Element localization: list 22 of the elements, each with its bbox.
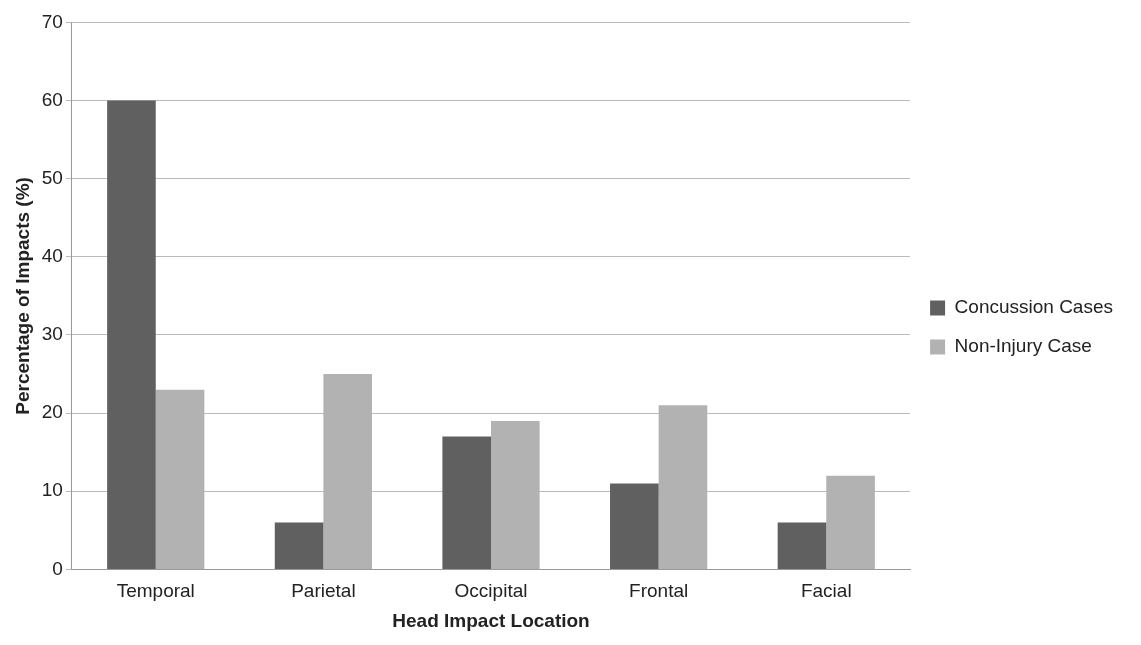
y-tick-label: 20 <box>41 401 63 423</box>
bar <box>777 522 827 569</box>
x-tick-label: Occipital <box>454 580 528 602</box>
x-tick-label: Temporal <box>116 580 195 602</box>
y-tick-label: 10 <box>41 479 63 501</box>
y-tick-label: 30 <box>41 323 63 345</box>
bar <box>442 436 492 569</box>
bar <box>274 522 324 569</box>
legend-label: Non-Injury Case <box>954 335 1092 357</box>
y-tick-label: 50 <box>41 166 63 188</box>
bar <box>107 100 156 569</box>
y-tick-label: 70 <box>41 10 63 32</box>
bar <box>610 483 659 569</box>
x-tick-label: Frontal <box>629 580 689 602</box>
legend-label: Concussion Cases <box>954 296 1114 318</box>
x-axis-title: Head Impact Location <box>392 609 590 631</box>
x-tick-label: Facial <box>800 580 852 602</box>
y-tick-label: 60 <box>41 88 63 110</box>
x-tick-label: Parietal <box>291 580 356 602</box>
y-axis-title: Percentage of Impacts (%) <box>11 177 33 415</box>
y-tick-label: 0 <box>52 557 63 579</box>
y-tick-label: 40 <box>41 245 63 267</box>
